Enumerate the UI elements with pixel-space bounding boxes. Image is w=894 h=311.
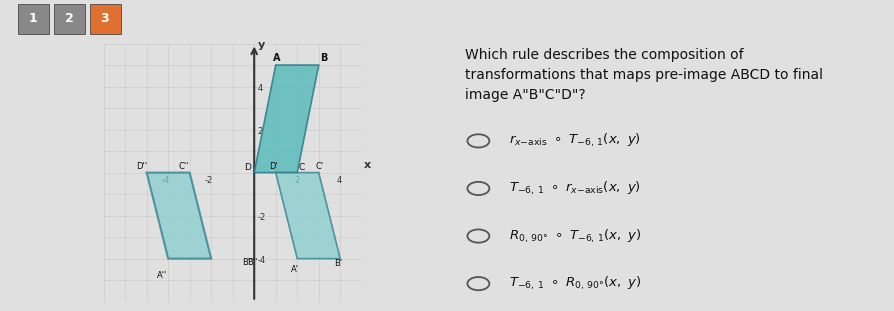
Polygon shape bbox=[275, 173, 340, 259]
Text: -4: -4 bbox=[162, 176, 170, 185]
Text: -2: -2 bbox=[205, 176, 213, 185]
Text: x: x bbox=[364, 160, 371, 170]
Text: C: C bbox=[298, 164, 304, 173]
Text: B: B bbox=[319, 53, 327, 63]
Text: A: A bbox=[272, 53, 280, 63]
Text: 1: 1 bbox=[29, 12, 38, 25]
Text: 4: 4 bbox=[257, 84, 263, 93]
Text: $T_{-6,\,1}\ \circ\ r_{x\mathregular{-axis}}(x,\ y)$: $T_{-6,\,1}\ \circ\ r_{x\mathregular{-ax… bbox=[509, 180, 640, 197]
Text: $r_{x\mathregular{-axis}}$$\ \circ\ T_{-6,\,1}(x,\ y)$: $r_{x\mathregular{-axis}}$$\ \circ\ T_{-… bbox=[509, 132, 640, 150]
Text: -4: -4 bbox=[257, 256, 266, 265]
Text: y: y bbox=[257, 40, 265, 50]
Bar bbox=[89, 4, 121, 34]
Text: B'': B'' bbox=[242, 258, 252, 267]
Text: D: D bbox=[244, 164, 251, 173]
Polygon shape bbox=[254, 65, 318, 173]
Text: Which rule describes the composition of
transformations that maps pre-image ABCD: Which rule describes the composition of … bbox=[465, 48, 822, 102]
Polygon shape bbox=[147, 173, 211, 259]
Text: C'': C'' bbox=[179, 162, 190, 171]
Text: A'': A'' bbox=[157, 271, 167, 280]
Text: 3: 3 bbox=[100, 12, 109, 25]
Text: $T_{-6,\,1}\ \circ\ R_{0,\,90°}(x,\ y)$: $T_{-6,\,1}\ \circ\ R_{0,\,90°}(x,\ y)$ bbox=[509, 275, 641, 292]
Text: D'': D'' bbox=[136, 162, 147, 171]
Text: 2: 2 bbox=[64, 12, 73, 25]
Bar bbox=[54, 4, 85, 34]
Text: B'': B'' bbox=[247, 258, 257, 267]
Text: A': A' bbox=[291, 265, 299, 274]
Bar bbox=[18, 4, 49, 34]
Text: -2: -2 bbox=[257, 213, 266, 222]
Text: 4: 4 bbox=[337, 176, 342, 185]
Text: C': C' bbox=[316, 162, 324, 171]
Text: D': D' bbox=[269, 162, 278, 171]
Text: B': B' bbox=[333, 259, 342, 268]
Text: 2: 2 bbox=[293, 176, 299, 185]
Text: $R_{0,\,90°}\ \circ\ T_{-6,\,1}(x,\ y)$: $R_{0,\,90°}\ \circ\ T_{-6,\,1}(x,\ y)$ bbox=[509, 227, 641, 245]
Text: 2: 2 bbox=[257, 127, 263, 136]
